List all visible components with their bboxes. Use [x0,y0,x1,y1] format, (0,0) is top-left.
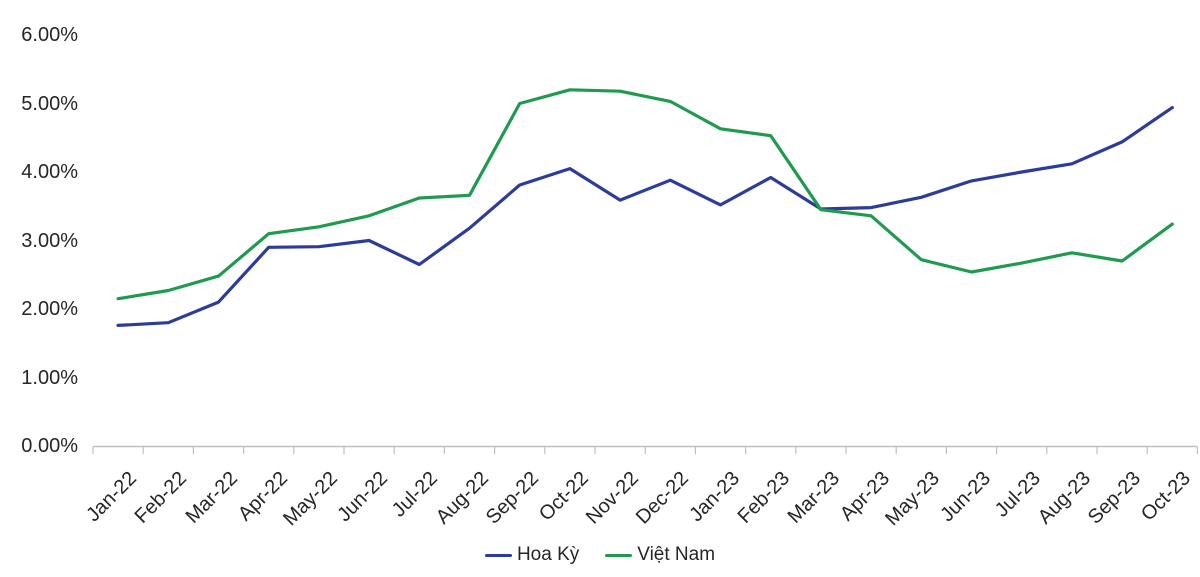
y-axis-label: 0.00% [21,435,78,457]
y-axis-label: 6.00% [21,24,78,46]
legend-label-viet-nam: Việt Nam [637,544,716,565]
legend: Hoa Kỳ Việt Nam [0,544,1200,566]
y-axis-label: 5.00% [21,92,78,115]
y-axis-label: 3.00% [21,229,78,252]
series-line-hoa-ky [116,105,1174,327]
legend-item-viet-nam: Việt Nam [605,544,715,566]
y-axis-label: 2.00% [21,298,78,320]
legend-item-hoa-ky: Hoa Kỳ [484,544,580,566]
legend-line-sample-viet-nam [605,553,633,557]
y-axis-label: 1.00% [21,366,78,389]
series-line-viet-nam [116,88,1174,301]
legend-label-hoa-ky: Hoa Kỳ [516,544,580,565]
y-axis-label: 4.00% [21,161,78,183]
legend-line-sample-hoa-ky [484,553,512,557]
